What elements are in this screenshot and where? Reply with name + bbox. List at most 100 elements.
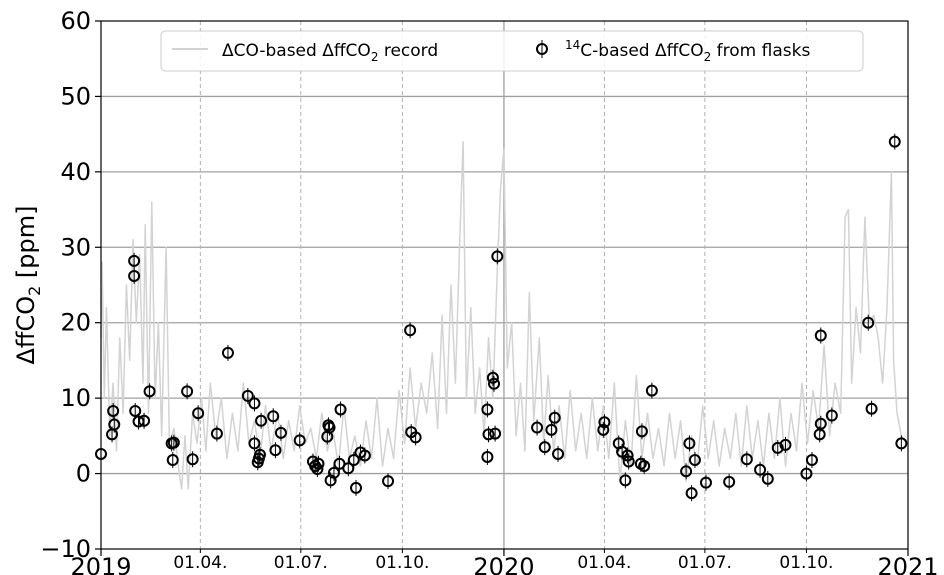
flask-data-point — [210, 425, 223, 442]
flask-marker-circle — [138, 414, 151, 427]
flask-marker-circle — [481, 450, 494, 463]
flask-data-point — [597, 421, 610, 438]
flask-data-point — [635, 423, 648, 440]
flask-data-point — [545, 421, 558, 438]
flask-marker-circle — [622, 455, 635, 468]
flask-data-point — [814, 415, 827, 432]
flask-data-point — [409, 429, 422, 446]
flask-marker-circle — [635, 425, 648, 438]
flask-measurements-series — [95, 133, 908, 502]
flask-marker-circle — [181, 385, 194, 398]
x-tick-label-date: 01.10. — [779, 553, 833, 573]
flask-data-point — [241, 387, 254, 404]
flask-marker-circle — [619, 474, 632, 487]
flask-data-point — [107, 402, 120, 419]
flask-data-point — [548, 409, 561, 426]
flask-marker-circle — [688, 453, 701, 466]
flask-data-point — [814, 327, 827, 344]
flask-marker-circle — [754, 463, 767, 476]
flask-marker-circle — [865, 402, 878, 415]
flask-marker-circle — [740, 453, 753, 466]
flask-marker-circle — [771, 441, 784, 454]
flask-marker-circle — [167, 436, 180, 449]
flask-marker-circle — [685, 487, 698, 500]
flask-data-point — [350, 479, 363, 496]
flask-data-point — [481, 401, 494, 418]
flask-data-point — [552, 445, 565, 462]
flask-marker-circle — [638, 460, 651, 473]
flask-data-point — [779, 436, 792, 453]
legend: ΔCO-based ΔffCO2 record 14C-based ΔffCO2… — [160, 30, 864, 72]
flask-data-point — [138, 412, 151, 429]
flask-data-point — [253, 446, 266, 463]
flask-marker-circle — [645, 384, 658, 397]
flask-marker-circle — [269, 444, 282, 457]
flask-data-point — [358, 447, 371, 464]
flask-marker-circle — [699, 476, 712, 489]
flask-marker-circle — [814, 417, 827, 430]
flask-data-point — [166, 451, 179, 468]
flask-data-point — [108, 416, 121, 433]
y-tick-label: 40 — [60, 158, 91, 186]
flask-marker-circle — [334, 403, 347, 416]
flask-marker-circle — [293, 434, 306, 447]
flask-data-point — [685, 485, 698, 502]
flask-marker-circle — [312, 457, 325, 470]
y-tick-label: 60 — [60, 7, 91, 35]
flask-marker-circle — [486, 371, 499, 384]
flask-marker-circle — [888, 135, 901, 148]
flask-data-point — [347, 451, 360, 468]
flask-marker-circle — [545, 423, 558, 436]
flask-marker-circle — [267, 410, 280, 423]
grid — [101, 21, 908, 549]
flask-marker-circle — [481, 403, 494, 416]
flask-data-point — [621, 447, 634, 464]
flask-marker-circle — [862, 316, 875, 329]
flask-marker-circle — [723, 475, 736, 488]
flask-data-point — [740, 451, 753, 468]
flask-data-point — [128, 252, 141, 269]
flask-marker-circle — [598, 416, 611, 429]
flask-marker-circle — [274, 426, 287, 439]
flask-marker-circle — [800, 467, 813, 480]
flask-data-point — [323, 419, 336, 436]
x-tick-label-year: 2019 — [70, 553, 131, 575]
flask-marker-circle — [347, 453, 360, 466]
flask-data-point — [489, 425, 502, 442]
flask-data-point — [771, 439, 784, 456]
flask-data-point — [267, 408, 280, 425]
flask-marker-circle — [805, 453, 818, 466]
flask-data-point — [342, 460, 355, 477]
flask-data-point — [128, 267, 141, 284]
flask-data-point — [895, 435, 908, 452]
flask-marker-circle — [814, 329, 827, 342]
flask-data-point — [538, 439, 551, 456]
x-tick-label-date: 01.04. — [173, 553, 227, 573]
flask-data-point — [324, 472, 337, 489]
flask-marker-circle — [248, 397, 261, 410]
y-axis-label: ΔffCO2 [ppm] — [12, 206, 44, 365]
flask-data-point — [761, 470, 774, 487]
flask-data-point — [638, 458, 651, 475]
legend-circle-swatch — [536, 40, 548, 58]
x-tick-label-date: 01.04. — [577, 553, 631, 573]
flask-marker-circle — [342, 462, 355, 475]
flask-data-point — [482, 426, 495, 443]
flask-marker-circle — [597, 423, 610, 436]
flask-data-point — [486, 369, 499, 386]
flask-data-point — [274, 424, 287, 441]
flask-marker-circle — [323, 421, 336, 434]
flask-marker-circle — [128, 254, 141, 267]
x-tick-label-year: 2020 — [473, 553, 534, 575]
legend-label-co-record: ΔCO-based ΔffCO2 record — [222, 41, 438, 64]
flask-marker-circle — [166, 453, 179, 466]
flask-marker-circle — [491, 250, 504, 263]
flask-data-point — [800, 465, 813, 482]
flask-marker-circle — [327, 466, 340, 479]
flask-marker-circle — [683, 437, 696, 450]
y-tick-label: 10 — [60, 384, 91, 412]
flask-marker-circle — [241, 389, 254, 402]
flask-marker-circle — [107, 404, 120, 417]
flask-data-point — [680, 463, 693, 480]
